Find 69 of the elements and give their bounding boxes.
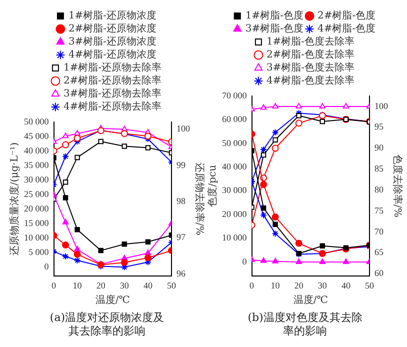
y-axis-title: 色度/pcu <box>206 164 219 207</box>
y-tick-label: 50 000 <box>222 138 248 148</box>
legend-label: 3#树脂-色度 <box>245 22 304 35</box>
legend-label: 2#树脂-还原物去除率 <box>63 74 162 87</box>
y-axis-title: 还原物质量浓度/(μg·L⁻¹) <box>8 142 21 256</box>
y-tick-label: 10 000 <box>24 232 50 242</box>
x-tick-label: 20 <box>96 280 106 291</box>
y2-tick-label: 75 <box>374 205 384 216</box>
legend-label: 3#树脂-还原物浓度 <box>68 36 157 48</box>
y-tick-label: 0 <box>44 261 50 272</box>
y2-tick-label: 85 <box>374 164 384 174</box>
legend-label: 1#树脂-色度 <box>245 10 304 22</box>
y-tick-label: 15 000 <box>24 218 50 228</box>
y2-tick-label: 65 <box>374 247 384 258</box>
legend-label: 4#树脂-色度 <box>318 22 376 35</box>
x-tick-label: 40 <box>143 280 153 291</box>
y-tick-label: 35 000 <box>24 160 50 170</box>
legend-label: 4#树脂-还原物浓度 <box>68 48 157 61</box>
x-tick-label: 20 <box>294 280 304 291</box>
y-tick-label: 0 <box>242 256 248 266</box>
x-tick-label: 30 <box>318 280 328 291</box>
y2-tick-label: 97 <box>176 232 186 242</box>
legend-label: 1#树脂-还原物浓度 <box>68 10 157 22</box>
x-tick-label: 40 <box>341 280 351 291</box>
x-tick-label: 10 <box>270 280 280 291</box>
y2-tick-label: 60 <box>374 268 384 278</box>
legend-label: 1#树脂-还原物去除率 <box>63 62 162 74</box>
legend-label: 1#树脂-色度去除率 <box>266 36 355 48</box>
y2-tick-label: 100 <box>176 124 190 134</box>
x-tick-label: 50 <box>167 280 176 291</box>
y-tick-label: 45 000 <box>24 130 50 141</box>
x-axis-title: 温度/℃ <box>293 294 328 306</box>
y2-axis-title: 还原物去除率/% <box>193 162 206 236</box>
y-tick-label: 5 000 <box>28 246 50 257</box>
y2-tick-label: 95 <box>374 122 384 132</box>
y-tick-label: 20 000 <box>222 208 248 219</box>
y-tick-label: 20 000 <box>24 203 50 214</box>
legend-label: 2#树脂-色度 <box>318 10 376 22</box>
text: (b)温度对色度及其去除率的影响 <box>248 311 362 338</box>
legend-label: 4#树脂-色度去除率 <box>266 74 355 87</box>
legend-label: 4#树脂-还原物去除率 <box>63 100 162 113</box>
legend-label: 3#树脂-色度去除率 <box>266 62 355 74</box>
y-tick-label: 25 000 <box>24 188 50 199</box>
y2-tick-label: 70 <box>374 226 384 236</box>
y2-tick-label: 90 <box>374 142 384 153</box>
y2-tick-label: 98 <box>176 196 186 206</box>
y-tick-label: 30 000 <box>24 174 50 184</box>
x-tick-label: 30 <box>120 280 130 291</box>
y-tick-label: 70 000 <box>222 90 248 100</box>
y-tick-label: 50 000 <box>24 116 50 126</box>
legend-label: 2#树脂-还原物浓度 <box>68 22 157 35</box>
y-tick-label: 40 000 <box>24 145 50 156</box>
y2-tick-label: 100 <box>374 100 388 111</box>
y2-axis-title: 色度去除率/% <box>391 154 404 218</box>
y2-tick-label: 99 <box>176 160 186 170</box>
legend-label: 3#树脂-还原物去除率 <box>63 88 162 100</box>
x-tick-label: 50 <box>365 280 374 291</box>
y2-tick-label: 80 <box>374 184 384 194</box>
y-tick-label: 10 000 <box>222 232 248 243</box>
x-tick-label: 0 <box>250 280 254 291</box>
x-tick-label: 0 <box>52 280 56 291</box>
x-axis-title: 温度/℃ <box>95 294 130 306</box>
x-tick-label: 10 <box>72 280 82 291</box>
y2-tick-label: 96 <box>176 268 186 278</box>
y-tick-label: 30 000 <box>222 185 248 196</box>
y-tick-label: 60 000 <box>222 114 248 124</box>
legend-label: 2#树脂-色度去除率 <box>266 48 355 61</box>
y-tick-label: 40 000 <box>222 162 248 172</box>
text: (a)温度对还原物浓度及其去除率的影响 <box>50 311 164 338</box>
